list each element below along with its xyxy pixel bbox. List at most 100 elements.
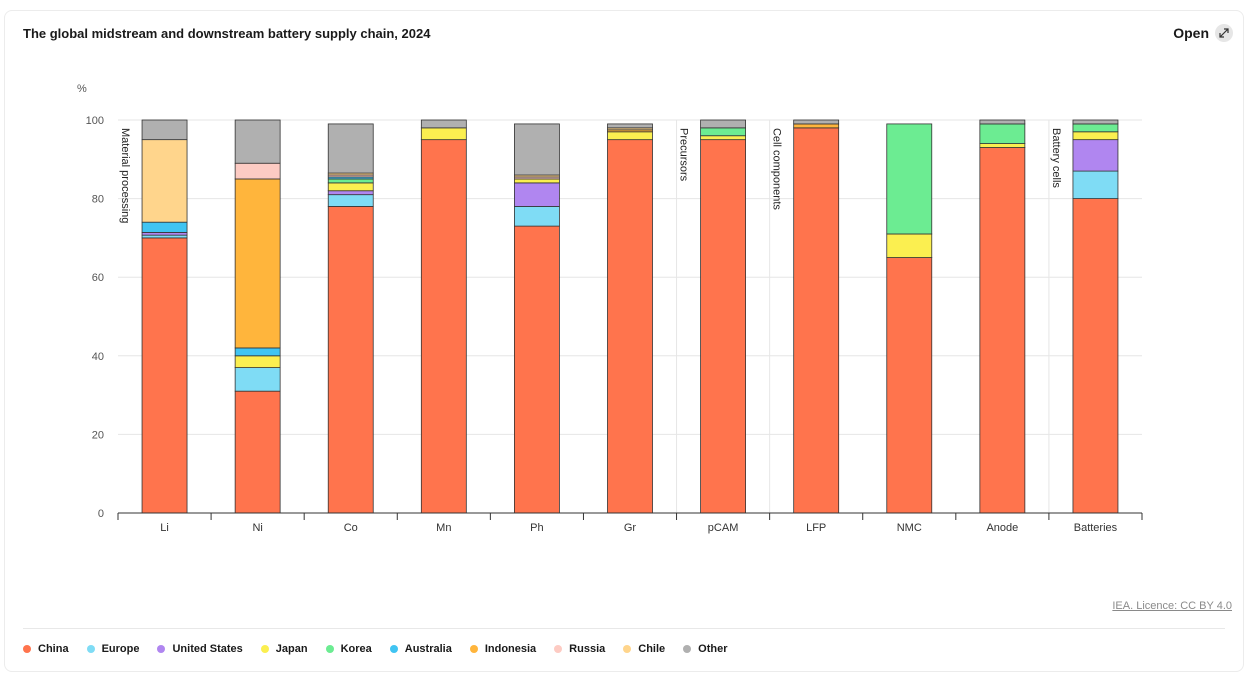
bar-segment-ph-china [514, 225, 560, 514]
legend: China Europe United States Japan Korea Austra… [23, 643, 728, 655]
bar-segment-co-japan [327, 182, 374, 192]
x-tick-label: NMC [897, 522, 922, 534]
bar-segment-co-europe [327, 194, 374, 207]
licence-link[interactable]: IEA. Licence: CC BY 4.0 [1112, 600, 1232, 612]
bar-segment-mn-japan [420, 127, 467, 141]
bar-segment-pcam-china [700, 139, 746, 514]
bar-segment-anode-japan [979, 143, 1026, 148]
legend-item-russia[interactable]: Russia [554, 643, 605, 655]
bar-segment-batteries-korea [1072, 123, 1119, 133]
bar-segment-co-other [327, 123, 374, 174]
legend-label: Europe [101, 643, 140, 655]
legend-swatch [260, 645, 269, 653]
y-tick-label: 80 [92, 194, 104, 206]
bar-segment-ni-russia [234, 162, 281, 180]
bar-segment-li-australia [141, 221, 188, 233]
bar-segment-anode-other [979, 119, 1026, 125]
legend-swatch [554, 645, 563, 653]
bar-segment-ni-china [234, 390, 281, 514]
bar-segment-gr-china [607, 139, 653, 514]
legend-label: United States [172, 643, 243, 655]
bar-segment-ni-other [234, 119, 281, 164]
x-tick-label: Anode [986, 522, 1018, 534]
y-axis-unit-label: % [77, 83, 87, 95]
x-tick-label: LFP [806, 522, 826, 534]
bar-segment-pcam-japan [700, 135, 746, 141]
y-tick-label: 60 [92, 272, 104, 284]
bar-segment-nmc-china [886, 257, 933, 514]
expand-icon [1215, 24, 1233, 42]
bar-segment-mn-other [420, 119, 467, 129]
legend-item-chile[interactable]: Chile [623, 643, 665, 655]
legend-label: Chile [638, 643, 666, 655]
bar-segment-nmc-japan [886, 233, 933, 258]
stacked-bar-chart: % 0 20 40 60 80 100 Material processing Precurso… [77, 83, 1143, 534]
bar-segment-co-korea [327, 178, 374, 184]
legend-label: Russia [569, 643, 606, 655]
bar-segment-batteries-japan [1072, 131, 1119, 141]
legend-label: Other [698, 643, 728, 655]
legend-swatch [23, 645, 31, 653]
bar-segment-anode-korea [979, 123, 1026, 144]
legend-swatch [157, 645, 166, 653]
bar-segment-batteries-other [1072, 119, 1119, 125]
section-label: Battery cells [1050, 128, 1062, 188]
x-tick-label: Gr [624, 522, 637, 534]
bar-segment-batteries-united-states [1072, 139, 1119, 172]
legend-swatch [325, 645, 334, 653]
y-tick-label: 100 [86, 115, 104, 127]
legend-swatch [683, 645, 692, 653]
legend-item-indonesia[interactable]: Indonesia [469, 643, 537, 655]
bar-segment-ni-indonesia [234, 178, 281, 349]
bar-segment-mn-china [420, 139, 467, 514]
bar-segment-lfp-china [793, 127, 840, 514]
legend-label: Indonesia [484, 643, 537, 655]
legend-label: Korea [340, 643, 372, 655]
section-label: Precursors [678, 128, 690, 182]
legend-divider [23, 628, 1225, 629]
bar-segment-ph-other [514, 123, 560, 176]
legend-label: Japan [275, 643, 308, 655]
bar-segment-anode-china [979, 147, 1026, 514]
bar-segment-ni-europe [234, 367, 281, 392]
legend-item-united-states[interactable]: United States [157, 643, 243, 655]
x-tick-label: pCAM [708, 522, 739, 534]
bar-segment-batteries-china [1072, 198, 1119, 514]
open-button[interactable]: Open [1173, 24, 1233, 42]
bar-segment-li-chile [141, 139, 188, 223]
legend-swatch [623, 645, 632, 653]
bar-segment-nmc-korea [886, 123, 933, 235]
legend-item-other[interactable]: Other [683, 643, 728, 655]
bar-segment-pcam-korea [700, 127, 746, 137]
legend-item-japan[interactable]: Japan [260, 643, 308, 655]
legend-swatch [86, 645, 95, 653]
y-tick-label: 40 [92, 351, 104, 363]
legend-item-china[interactable]: China [23, 643, 69, 655]
open-label: Open [1173, 25, 1209, 41]
legend-item-europe[interactable]: Europe [86, 643, 140, 655]
x-tick-label: Li [160, 522, 169, 534]
bar-segment-gr-other [607, 123, 653, 129]
bar-segment-ni-japan [234, 355, 281, 368]
bar-segment-ph-europe [514, 206, 560, 227]
legend-swatch [389, 645, 398, 653]
x-tick-label: Ph [530, 522, 543, 534]
bar-segment-batteries-europe [1072, 170, 1119, 199]
x-tick-label: Co [344, 522, 358, 534]
bar-segment-co-china [327, 206, 374, 514]
bar-segment-ph-japan [514, 178, 560, 184]
legend-label: China [38, 643, 69, 655]
x-tick-label: Batteries [1074, 522, 1118, 534]
legend-item-australia[interactable]: Australia [389, 643, 452, 655]
y-tick-label: 20 [92, 429, 104, 441]
legend-item-korea[interactable]: Korea [325, 643, 372, 655]
bar-segment-gr-japan [607, 131, 653, 141]
bar-segment-li-united-states [141, 231, 188, 236]
bar-segment-li-china [141, 237, 188, 514]
bar-segment-lfp-other [793, 119, 840, 125]
x-tick-label: Mn [436, 522, 451, 534]
legend-swatch [469, 645, 478, 653]
x-tick-label: Ni [252, 522, 262, 534]
legend-label: Australia [404, 643, 452, 655]
bar-segment-pcam-other [700, 119, 746, 129]
